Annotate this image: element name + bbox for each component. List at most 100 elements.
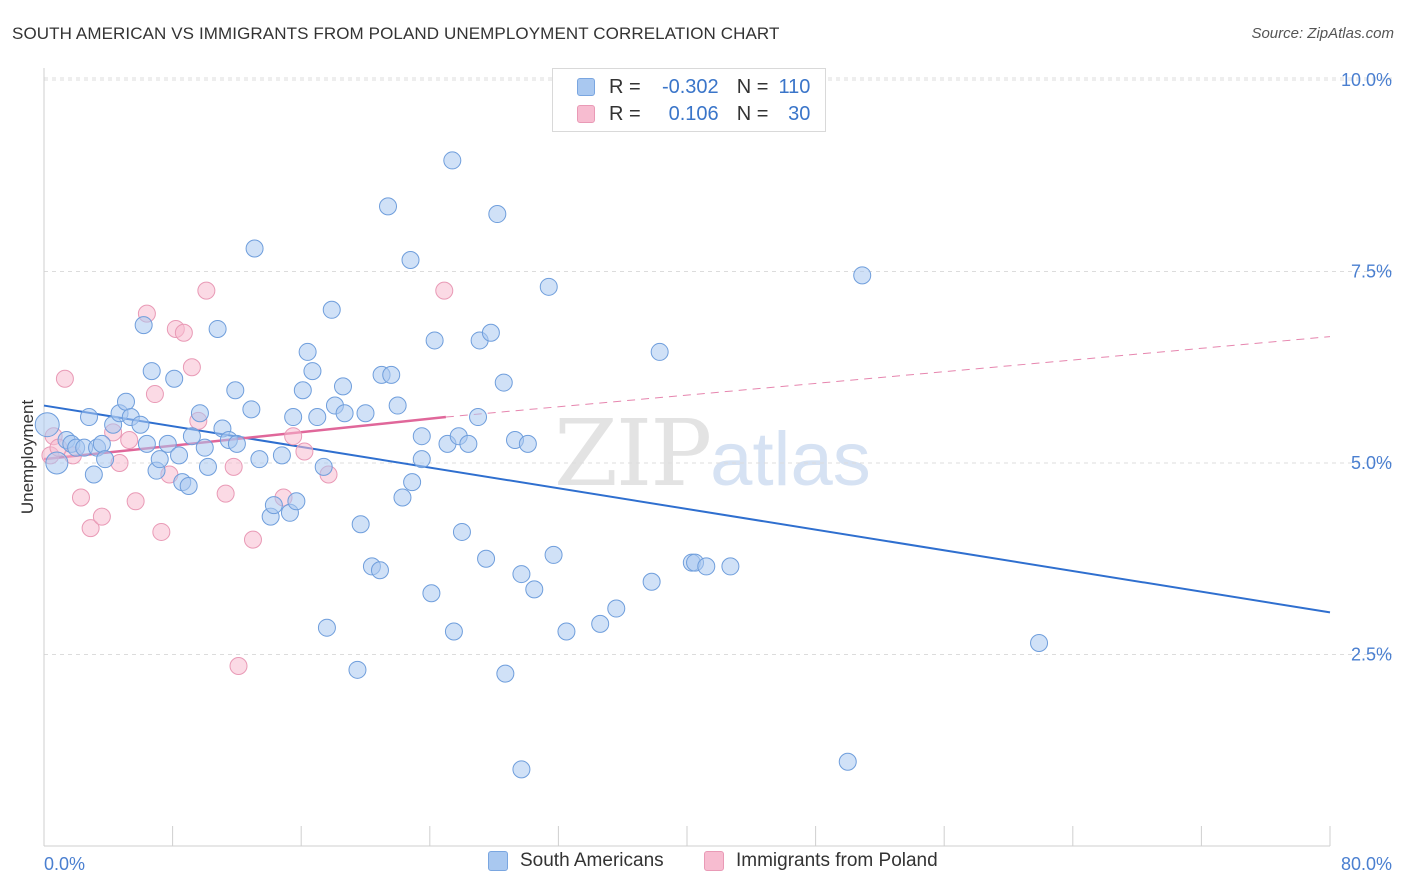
trend-lines [43, 336, 1331, 614]
chart-title: SOUTH AMERICAN VS IMMIGRANTS FROM POLAND… [12, 24, 780, 43]
legend-n-value: 110 [778, 75, 811, 98]
point-south-american [348, 660, 367, 679]
point-south-american [477, 549, 496, 568]
point-poland [174, 323, 193, 342]
point-south-american [322, 300, 341, 319]
legend-r-label: R = [609, 102, 641, 125]
point-poland [92, 507, 111, 526]
point-south-american [459, 434, 478, 453]
legend-n-label: N = [736, 102, 769, 125]
legend-r-label: R = [609, 75, 641, 98]
point-south-american [226, 381, 245, 400]
point-south-american [293, 381, 312, 400]
point-south-american [137, 434, 156, 453]
point-south-american [116, 392, 135, 411]
point-poland [197, 281, 216, 300]
point-poland [216, 484, 235, 503]
point-south-american [412, 427, 431, 446]
point-south-american [379, 197, 398, 216]
point-south-american [45, 451, 69, 475]
point-poland [243, 530, 262, 549]
point-south-american [1030, 634, 1049, 653]
point-poland [71, 488, 90, 507]
point-south-american [272, 446, 291, 465]
point-south-american [245, 239, 264, 258]
y-tick-label: 2.5% [1351, 645, 1392, 665]
legend-n-label: N = [736, 75, 769, 98]
point-south-american [642, 572, 661, 591]
point-south-american [284, 408, 303, 427]
legend-swatch-poland [577, 105, 595, 123]
point-south-american [512, 760, 531, 779]
point-south-american [607, 599, 626, 618]
point-south-american [512, 565, 531, 584]
point-south-american [84, 465, 103, 484]
grid-lines [44, 77, 1392, 655]
series-swatch-poland [704, 851, 724, 871]
point-poland [224, 457, 243, 476]
series-legend-poland[interactable]: Immigrants from Poland [704, 850, 938, 872]
point-south-american [494, 373, 513, 392]
legend-n-value: 30 [788, 102, 811, 125]
series-label: Immigrants from Poland [736, 850, 938, 871]
point-poland [152, 522, 171, 541]
series-label: South Americans [520, 850, 664, 871]
trend-line-south-american [43, 404, 1331, 614]
point-south-american [287, 492, 306, 511]
point-south-american [182, 427, 201, 446]
point-poland [284, 427, 303, 446]
point-south-american [80, 408, 99, 427]
point-south-american [150, 450, 169, 469]
point-south-american [242, 400, 261, 419]
x-tick-label-max: 80.0% [1341, 854, 1392, 874]
point-south-american [335, 404, 354, 423]
legend-r-value: -0.302 [661, 75, 719, 98]
point-poland [126, 492, 145, 511]
y-tick-label: 10.0% [1341, 70, 1392, 90]
point-south-american [356, 404, 375, 423]
point-poland [182, 358, 201, 377]
point-south-american [227, 434, 246, 453]
point-south-american [190, 404, 209, 423]
axes [43, 68, 1331, 847]
correlation-legend: R = -0.302 N = 110 R = 0.106 N = 30 [552, 68, 826, 132]
point-south-american [401, 251, 420, 270]
point-poland [120, 431, 139, 450]
point-poland [435, 281, 454, 300]
point-south-american [170, 446, 189, 465]
point-south-american [469, 408, 488, 427]
point-south-american [134, 316, 153, 335]
point-south-american [333, 377, 352, 396]
series-legend-south-americans[interactable]: South Americans [488, 850, 664, 872]
point-south-american [34, 412, 60, 438]
point-south-american [539, 277, 558, 296]
y-tick-label: 7.5% [1351, 262, 1392, 282]
watermark-zip: ZIP [554, 400, 712, 507]
point-south-american [403, 473, 422, 492]
point-south-american [92, 434, 111, 453]
point-south-american [179, 476, 198, 495]
point-south-american [697, 557, 716, 576]
point-south-american [557, 622, 576, 641]
point-south-american [208, 319, 227, 338]
point-south-american [525, 580, 544, 599]
point-south-american [444, 622, 463, 641]
point-south-american [591, 614, 610, 633]
point-south-american [422, 584, 441, 603]
data-points [34, 151, 1049, 779]
point-south-american [317, 618, 336, 637]
point-poland [145, 385, 164, 404]
point-south-american [481, 323, 500, 342]
point-south-american [425, 331, 444, 350]
trend-line-poland-extrapolated [445, 336, 1331, 418]
point-south-american [250, 450, 269, 469]
point-south-american [382, 365, 401, 384]
legend-swatch-south-american [577, 78, 595, 96]
point-poland [81, 519, 100, 538]
series-legend: South Americans Immigrants from Poland [0, 850, 1406, 878]
point-south-american [650, 342, 669, 361]
legend-r-value: 0.106 [668, 102, 719, 125]
x-tick-label-min: 0.0% [44, 854, 85, 874]
point-south-american [264, 496, 283, 515]
